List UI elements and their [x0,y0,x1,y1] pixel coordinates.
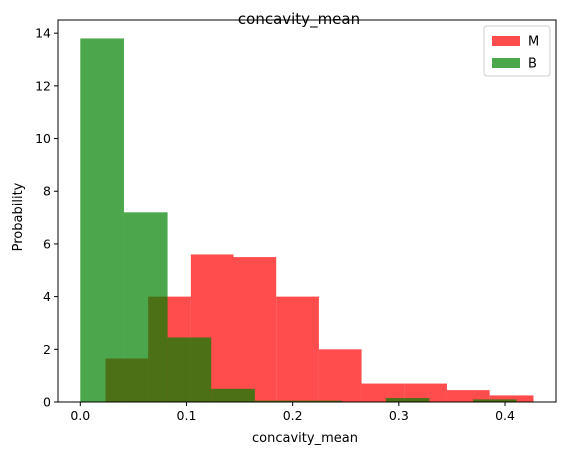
y-tick-label-0: 0 [43,395,51,410]
legend-swatch-B [492,58,520,68]
bar-B-1 [123,212,168,402]
y-tick-label-4: 8 [43,184,51,199]
y-tick-label-3: 6 [43,236,51,251]
legend-box [483,25,551,77]
x-tick-label-4: 0.4 [495,408,515,423]
plot-frame [57,19,557,403]
legend-label-M: M [528,35,539,50]
bars-layer [80,38,534,402]
y-tick-label-6: 12 [35,78,51,93]
bar-M-7 [404,383,447,402]
bar-B-7 [385,398,430,402]
y-axis-label: Probability [11,182,26,251]
bar-M-4 [276,296,319,402]
legend-label-B: B [528,57,537,72]
x-tick-label-2: 0.2 [283,408,303,423]
x-tick-label-0: 0.0 [70,408,90,423]
bar-B-2 [167,337,212,402]
x-tick-label-3: 0.3 [389,408,409,423]
bar-M-3 [233,257,277,402]
bar-B-3 [211,388,255,402]
y-tick-label-2: 4 [43,289,51,304]
x-tick-label-1: 0.1 [177,408,197,423]
bar-M-5 [318,349,362,402]
bar-B-9 [473,399,517,402]
legend: MB [483,25,551,77]
bar-M-8 [446,390,490,402]
y-tick-label-7: 14 [35,26,51,41]
y-tick-label-1: 2 [43,342,51,357]
bar-B-4 [254,400,299,402]
y-tick-label-5: 10 [35,131,51,146]
x-axis: 0.0 0.1 0.2 0.3 0.4 [70,402,515,423]
bar-B-5 [298,400,343,402]
x-axis-label: concavity_mean [252,431,358,446]
y-axis: 0 2 4 6 8 10 12 14 [35,26,58,410]
bar-M-6 [361,383,405,402]
bar-B-0 [80,38,124,402]
bar-M-9 [489,395,534,402]
legend-swatch-M [492,36,520,46]
